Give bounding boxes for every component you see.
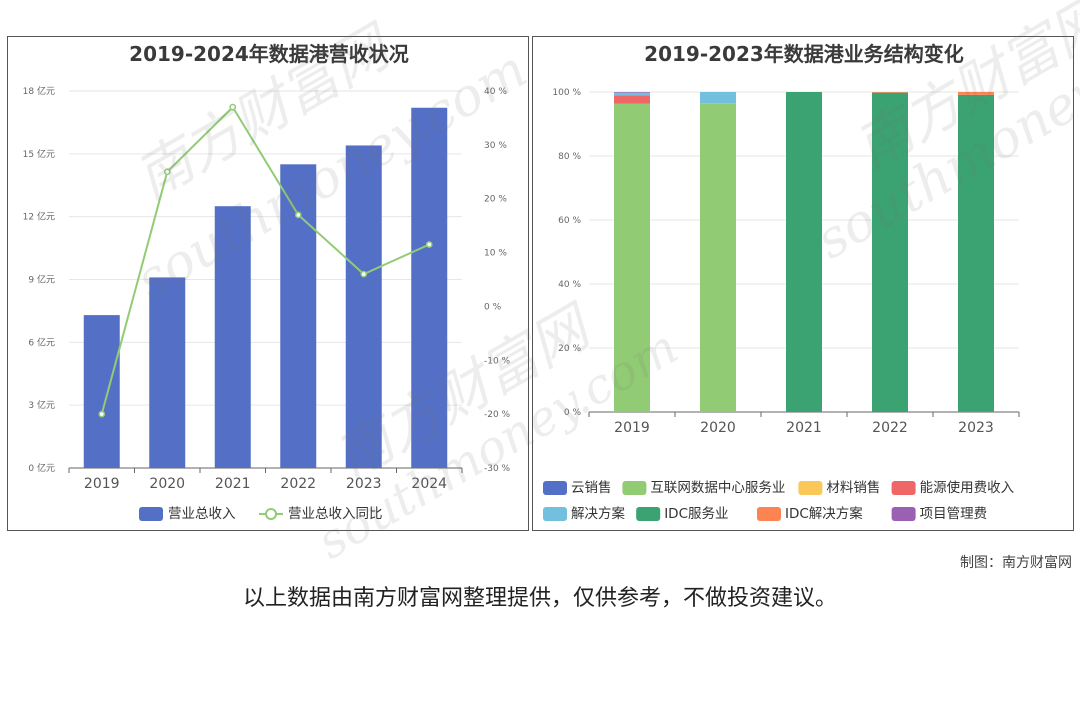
revenue-chart-panel: 2019-2024年数据港营收状况 0 亿元 3 亿元 6 亿元 9 亿元 12 亿元 15…	[7, 36, 529, 531]
business-structure-chart: 2019-2023年数据港业务结构变化 0 % 20 % 40 % 60 % 80 % 10…	[533, 37, 1075, 532]
y-tick-label: 60 %	[558, 216, 581, 226]
x-tick-label: 2023	[958, 420, 994, 436]
bar-2019	[84, 315, 120, 468]
revenue-chart: 2019-2024年数据港营收状况 0 亿元 3 亿元 6 亿元 9 亿元 12 亿元 15…	[8, 37, 530, 532]
yoy-point-2023	[361, 272, 366, 277]
y-left-tick-label: 3 亿元	[28, 399, 55, 411]
y-right-tick-label: 30 %	[484, 141, 507, 151]
legend-swatch	[798, 481, 822, 495]
bar-segment-2019	[614, 92, 650, 93]
yoy-point-2024	[427, 242, 432, 247]
y-left-tick-label: 0 亿元	[28, 462, 55, 474]
y-right-tick-label: -10 %	[484, 356, 511, 366]
legend-swatch	[757, 507, 781, 521]
y-left-tick-label: 15 亿元	[23, 148, 55, 160]
bar-segment-2022	[872, 92, 908, 93]
bar-segment-2021	[786, 92, 822, 412]
y-tick-label: 40 %	[558, 280, 581, 290]
legend-label: 能源使用费收入	[920, 479, 1015, 496]
bar-2022	[280, 164, 316, 468]
y-left-tick-label: 12 亿元	[23, 211, 55, 223]
y-right-tick-label: -20 %	[484, 410, 511, 420]
x-tick-label: 2021	[215, 476, 251, 492]
bar-2021	[215, 206, 251, 468]
bar-2024	[411, 108, 447, 468]
legend-label-yoy: 营业总收入同比	[288, 506, 383, 522]
bar-2023	[346, 145, 382, 468]
footnote-disclaimer: 以上数据由南方财富网整理提供，仅供参考，不做投资建议。	[0, 580, 1080, 612]
yoy-point-2020	[165, 169, 170, 174]
y-right-tick-label: 10 %	[484, 249, 507, 259]
legend-label: IDC解决方案	[785, 505, 863, 522]
legend-label: 项目管理费	[920, 506, 988, 522]
y-right-tick-label: -30 %	[484, 464, 511, 474]
y-right-tick-label: 20 %	[484, 195, 507, 205]
x-tick-label: 2019	[84, 476, 120, 492]
legend-swatch	[636, 507, 660, 521]
x-tick-label: 2022	[280, 476, 316, 492]
legend-swatch-yoy-marker	[266, 509, 276, 519]
x-tick-label: 2022	[872, 420, 908, 436]
bar-2020	[149, 277, 185, 468]
bar-segment-2019	[614, 93, 650, 96]
x-tick-label: 2023	[346, 476, 382, 492]
chart-title: 2019-2024年数据港营收状况	[129, 42, 409, 66]
legend-label: 解决方案	[571, 505, 625, 522]
y-left-tick-label: 18 亿元	[23, 85, 55, 97]
x-tick-label: 2024	[411, 476, 447, 492]
bar-segment-2023	[958, 92, 994, 95]
yoy-point-2019	[99, 412, 104, 417]
yoy-point-2021	[230, 105, 235, 110]
x-tick-label: 2020	[149, 476, 185, 492]
y-tick-label: 80 %	[558, 152, 581, 162]
y-tick-label: 0 %	[564, 408, 582, 418]
legend-label: 互联网数据中心服务业	[650, 480, 785, 496]
legend-label: IDC服务业	[664, 506, 728, 522]
legend-swatch	[543, 507, 567, 521]
bar-segment-2022	[872, 93, 908, 412]
y-right-tick-label: 0 %	[484, 302, 502, 312]
legend-swatch-revenue	[139, 507, 163, 521]
yoy-point-2022	[296, 212, 301, 217]
business-structure-chart-panel: 2019-2023年数据港业务结构变化 0 % 20 % 40 % 60 % 80 % 10…	[532, 36, 1074, 531]
y-tick-label: 100 %	[552, 88, 581, 98]
legend-label: 材料销售	[826, 480, 880, 496]
legend-label: 云销售	[571, 480, 612, 496]
x-tick-label: 2019	[614, 420, 650, 436]
y-left-tick-label: 6 亿元	[28, 336, 55, 348]
y-left-tick-label: 9 亿元	[28, 274, 55, 286]
bar-segment-2023	[958, 411, 994, 412]
y-tick-label: 20 %	[558, 344, 581, 354]
bar-segment-2019	[614, 95, 650, 103]
y-right-tick-label: 40 %	[484, 87, 507, 97]
legend-label-revenue: 营业总收入	[168, 506, 236, 522]
x-tick-label: 2020	[700, 420, 736, 436]
bar-segment-2020	[700, 103, 736, 412]
bar-segment-2020	[700, 92, 736, 103]
legend-swatch	[543, 481, 567, 495]
chart-credit: 制图：南方财富网	[960, 552, 1072, 572]
legend-swatch	[892, 481, 916, 495]
bar-segment-2023	[958, 95, 994, 411]
x-tick-label: 2021	[786, 420, 822, 436]
legend-swatch	[622, 481, 646, 495]
chart-title: 2019-2023年数据港业务结构变化	[644, 42, 964, 66]
bar-segment-2019	[614, 104, 650, 412]
legend-swatch	[892, 507, 916, 521]
